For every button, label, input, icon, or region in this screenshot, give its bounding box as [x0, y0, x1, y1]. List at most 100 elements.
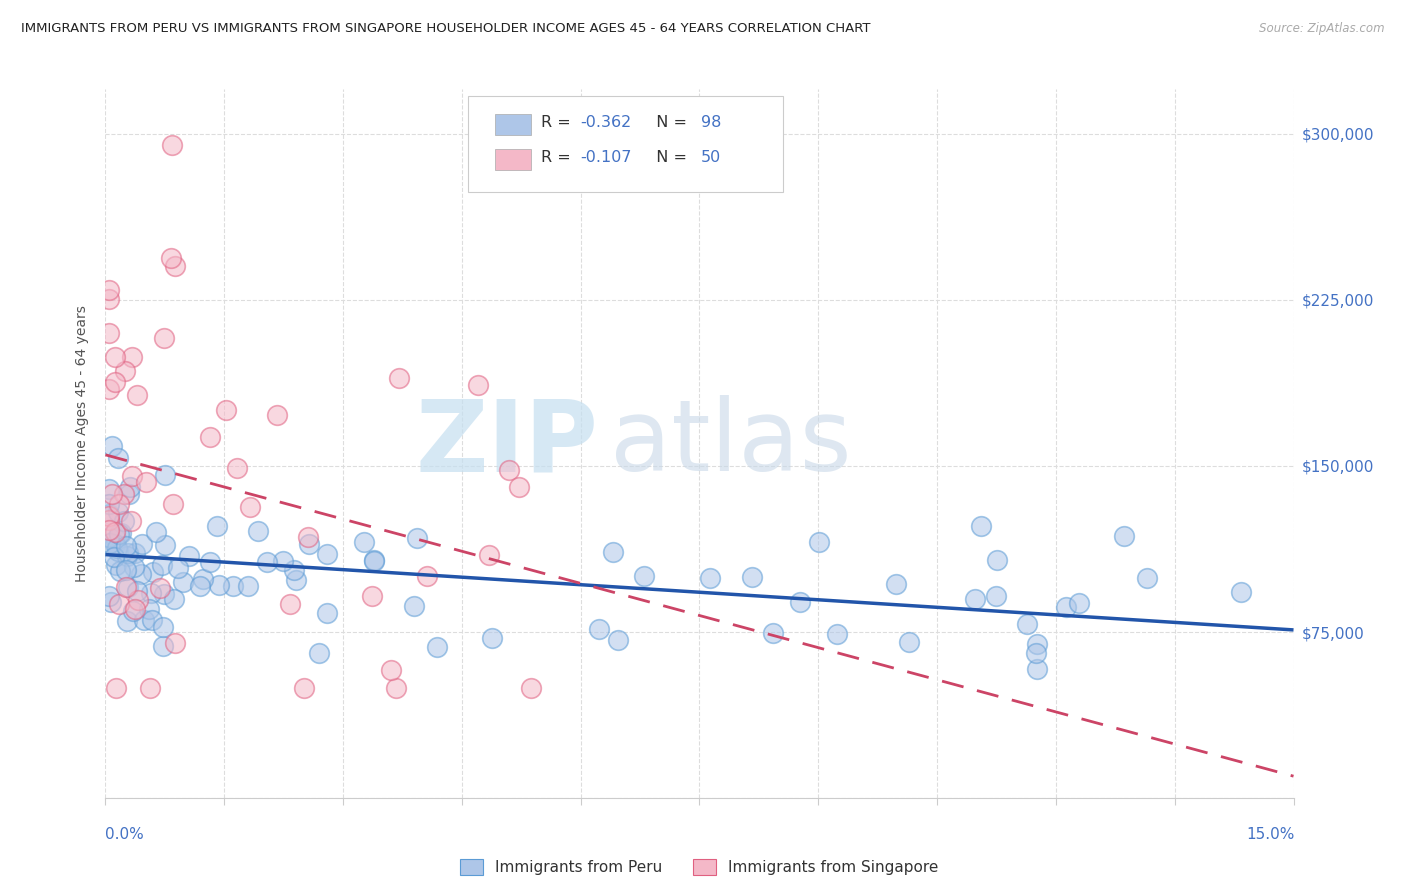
Point: [112, 514, 135, 528]
Point: [98, 509, 121, 524]
Text: Source: ZipAtlas.com: Source: ZipAtlas.com: [1260, 22, 1385, 36]
Point: [353, 534, 375, 549]
Point: [150, 558, 173, 573]
Point: [152, 640, 174, 654]
Point: [108, 527, 131, 541]
Point: [177, 549, 200, 563]
Point: [1026, 661, 1049, 675]
Point: [478, 548, 501, 562]
Point: [98, 382, 121, 396]
Point: [167, 560, 190, 574]
Point: [145, 524, 167, 539]
Point: [114, 364, 136, 378]
Point: [1136, 571, 1159, 585]
Text: 0.0%: 0.0%: [105, 827, 145, 842]
Point: [699, 571, 721, 585]
Point: [131, 536, 153, 550]
Point: [266, 409, 288, 423]
Point: [280, 597, 302, 611]
Point: [884, 576, 907, 591]
Point: [285, 573, 308, 587]
Point: [986, 553, 1008, 567]
Point: [385, 681, 408, 695]
Point: [98, 283, 121, 297]
Point: [292, 681, 315, 695]
Point: [207, 518, 229, 533]
Point: [1230, 585, 1253, 599]
Point: [98, 589, 121, 603]
Text: R =: R =: [541, 150, 576, 165]
Point: [98, 483, 121, 497]
Point: [363, 554, 385, 568]
Point: [104, 524, 127, 539]
Point: [155, 538, 177, 552]
Point: [138, 602, 160, 616]
Point: [110, 525, 132, 540]
Point: [98, 530, 121, 544]
Text: atlas: atlas: [610, 395, 852, 492]
Point: [104, 376, 127, 390]
Text: IMMIGRANTS FROM PERU VS IMMIGRANTS FROM SINGAPORE HOUSEHOLDER INCOME AGES 45 - 6: IMMIGRANTS FROM PERU VS IMMIGRANTS FROM …: [21, 22, 870, 36]
Point: [633, 568, 655, 582]
Point: [607, 632, 630, 647]
Point: [789, 595, 811, 609]
Point: [101, 439, 124, 453]
Point: [98, 326, 121, 340]
Point: [107, 544, 129, 558]
Point: [98, 292, 121, 306]
Point: [108, 497, 131, 511]
Text: 50: 50: [700, 150, 721, 165]
Point: [98, 523, 121, 537]
Text: R =: R =: [541, 115, 576, 130]
Point: [481, 631, 503, 645]
Point: [135, 475, 157, 490]
Point: [107, 506, 129, 520]
Point: [129, 567, 152, 582]
Point: [215, 402, 238, 417]
Point: [165, 636, 187, 650]
Point: [114, 563, 136, 577]
Point: [239, 500, 262, 514]
Point: [498, 462, 520, 476]
Text: -0.362: -0.362: [581, 115, 631, 130]
Point: [741, 570, 763, 584]
Point: [283, 563, 305, 577]
Point: [98, 508, 121, 522]
Point: [191, 573, 214, 587]
Point: [1025, 646, 1047, 660]
Point: [246, 524, 269, 538]
Point: [172, 574, 194, 589]
Point: [124, 546, 146, 560]
Point: [108, 564, 131, 578]
FancyBboxPatch shape: [495, 114, 531, 136]
Point: [508, 480, 530, 494]
Point: [467, 378, 489, 392]
Point: [162, 497, 184, 511]
Point: [152, 620, 174, 634]
Point: [426, 640, 449, 654]
Point: [117, 549, 139, 563]
Point: [112, 487, 135, 501]
Point: [152, 587, 174, 601]
Point: [138, 681, 160, 695]
Point: [142, 565, 165, 579]
Point: [127, 388, 149, 402]
Point: [98, 513, 121, 527]
Point: [1015, 616, 1038, 631]
Point: [117, 614, 139, 628]
Point: [1112, 529, 1135, 543]
Point: [965, 591, 987, 606]
Point: [107, 451, 129, 466]
Point: [98, 536, 121, 550]
Text: N =: N =: [645, 150, 692, 165]
Point: [226, 461, 249, 475]
Point: [104, 536, 127, 550]
Point: [118, 487, 141, 501]
Point: [898, 635, 921, 649]
Point: [105, 681, 128, 695]
Text: N =: N =: [645, 115, 692, 130]
Point: [125, 584, 148, 599]
FancyBboxPatch shape: [468, 96, 783, 192]
Point: [406, 531, 429, 545]
Point: [159, 251, 181, 265]
